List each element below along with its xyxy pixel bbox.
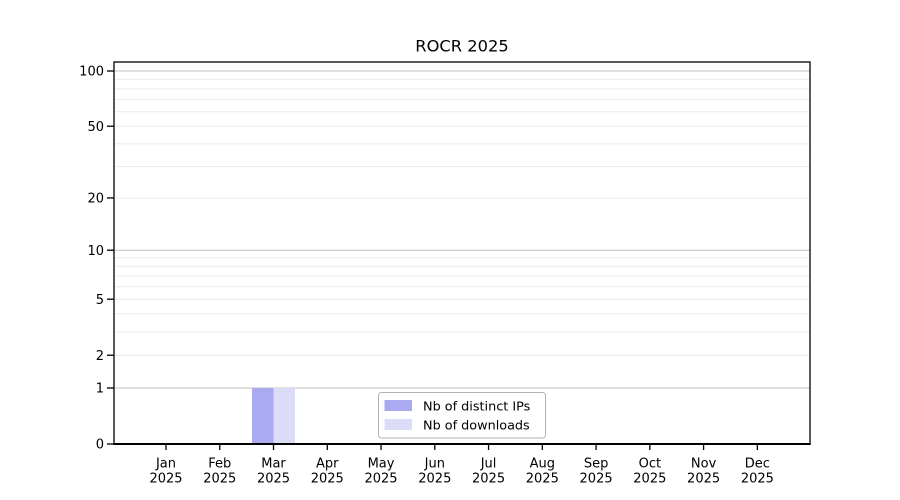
x-tick-label-month: Dec — [745, 457, 770, 472]
legend-label-nb-of-downloads: Nb of downloads — [423, 418, 530, 433]
y-tick-label: 10 — [87, 244, 104, 259]
y-tick-label: 0 — [96, 438, 104, 453]
x-tick-label-month: Oct — [639, 457, 661, 472]
legend-swatch-nb-of-distinct-ips — [384, 400, 412, 411]
x-tick-label-year: 2025 — [633, 472, 666, 487]
bar-nb-of-distinct-ips-mar-2025 — [252, 387, 274, 444]
legend-box — [378, 392, 546, 439]
y-tick-label: 5 — [96, 293, 104, 308]
x-tick-label-month: Sep — [584, 457, 609, 472]
x-tick-label-month: Feb — [208, 457, 231, 472]
x-tick-label-month: Mar — [261, 457, 286, 472]
bar-nb-of-downloads-mar-2025 — [273, 387, 296, 444]
x-tick-label-year: 2025 — [257, 472, 290, 487]
x-tick-label-month: Jul — [480, 457, 497, 472]
x-tick-label-year: 2025 — [472, 472, 505, 487]
x-tick-label-month: May — [368, 457, 395, 472]
x-tick-label-year: 2025 — [741, 472, 774, 487]
legend-label-nb-of-distinct-ips: Nb of distinct IPs — [423, 399, 531, 414]
x-tick-label-year: 2025 — [687, 472, 720, 487]
x-tick-label-year: 2025 — [203, 472, 236, 487]
y-tick-label: 50 — [87, 120, 104, 135]
legend-swatch-nb-of-downloads — [384, 419, 412, 430]
y-tick-label: 100 — [79, 65, 104, 80]
x-tick-label-month: Jan — [155, 457, 176, 472]
x-tick-label-year: 2025 — [580, 472, 613, 487]
x-tick-label-year: 2025 — [526, 472, 559, 487]
y-tick-label: 2 — [96, 349, 104, 364]
plot-border — [113, 61, 811, 445]
x-tick-label-month: Jun — [424, 457, 445, 472]
x-tick-label-month: Apr — [316, 457, 339, 472]
x-tick-label-year: 2025 — [364, 472, 397, 487]
x-tick-label-month: Aug — [530, 457, 555, 472]
y-tick-label: 20 — [87, 192, 104, 207]
x-tick-label-year: 2025 — [311, 472, 344, 487]
chart-title: ROCR 2025 — [415, 37, 508, 56]
x-tick-label-year: 2025 — [149, 472, 182, 487]
y-tick-label: 1 — [96, 382, 104, 397]
x-tick-label-year: 2025 — [418, 472, 451, 487]
x-tick-label-month: Nov — [691, 457, 717, 472]
